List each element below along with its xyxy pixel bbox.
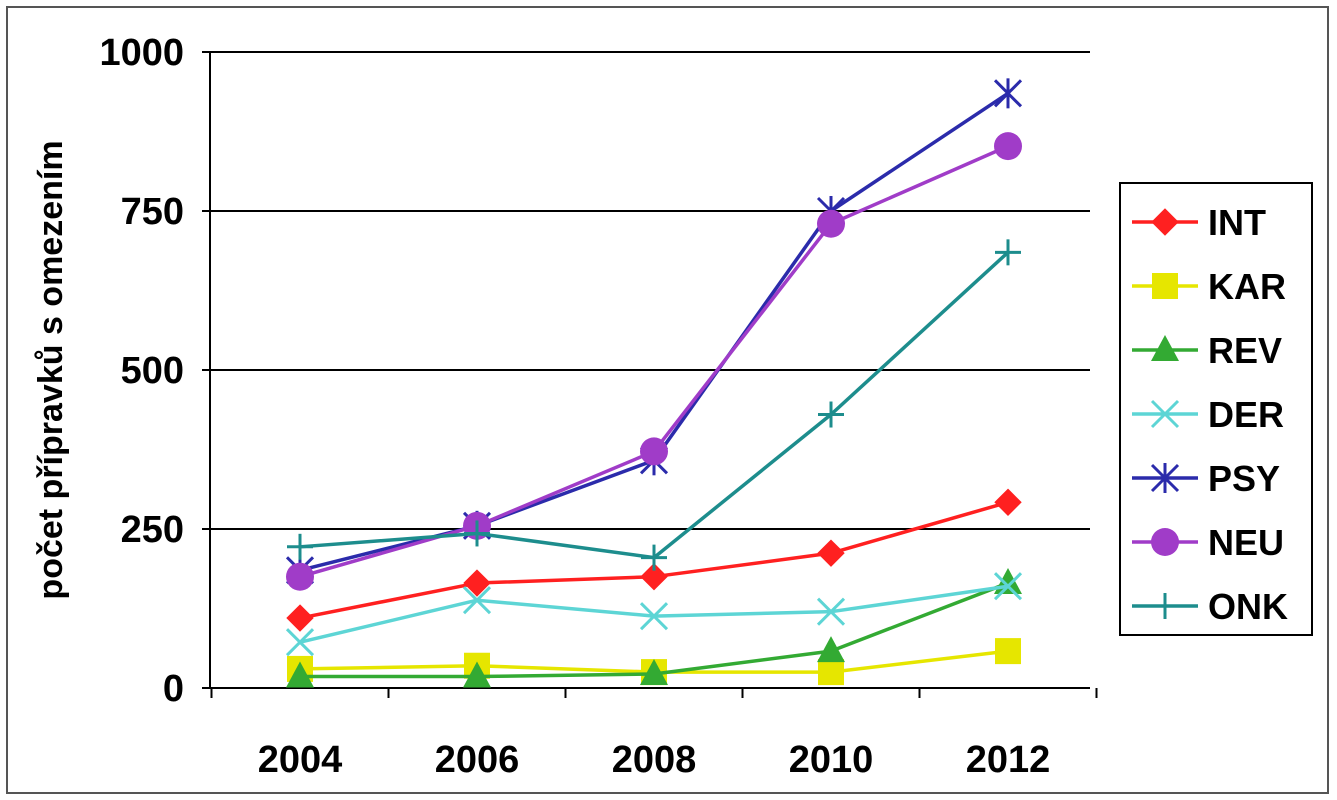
data-point-rev <box>994 568 1022 595</box>
data-point-kar <box>818 659 844 686</box>
legend-item-onk: ONK <box>1132 586 1288 627</box>
y-tick-labels: 0 250 500 750 1000 <box>99 32 184 710</box>
legend-item-int: INT <box>1132 202 1266 243</box>
data-point-onk <box>287 533 313 560</box>
series-der <box>285 572 1023 657</box>
data-point-onk <box>641 544 667 571</box>
data-point-int <box>994 488 1022 516</box>
series-line-psy <box>299 91 1009 573</box>
legend: INT KAR REV DER PSY NEU ONK <box>1119 182 1313 636</box>
legend-marker-rev <box>1151 335 1179 361</box>
x-tick-labels: 2004 2006 2008 2010 2012 <box>258 739 1051 781</box>
y-tick-label: 1000 <box>99 32 184 74</box>
legend-item-psy: PSY <box>1132 458 1280 499</box>
data-point-rev <box>817 636 845 663</box>
legend-item-rev: REV <box>1132 330 1282 371</box>
data-point-neu <box>994 132 1022 161</box>
data-point-int <box>286 604 314 632</box>
y-tick-label: 250 <box>121 509 184 551</box>
legend-label-rev: REV <box>1208 330 1282 371</box>
data-point-neu <box>640 437 668 466</box>
series-neu <box>286 132 1022 591</box>
data-point-neu <box>817 209 845 238</box>
series-lines <box>285 78 1023 688</box>
x-tick-label: 2008 <box>612 739 697 781</box>
legend-marker-int <box>1151 208 1179 236</box>
data-point-rev <box>286 661 314 688</box>
gridlines <box>202 51 1090 689</box>
x-tick-label: 2012 <box>966 739 1051 781</box>
legend-label-neu: NEU <box>1208 522 1284 563</box>
data-point-kar <box>995 638 1021 665</box>
data-point-int <box>817 539 845 567</box>
chart-frame <box>6 6 1329 794</box>
series-line-onk <box>299 251 1010 560</box>
legend-box <box>1119 182 1313 636</box>
y-tick-label: 500 <box>121 350 184 392</box>
legend-item-neu: NEU <box>1132 522 1284 563</box>
data-point-der <box>285 628 315 657</box>
data-point-int <box>463 569 491 597</box>
legend-item-kar: KAR <box>1132 266 1286 307</box>
data-point-onk <box>818 401 844 428</box>
legend-label-int: INT <box>1208 202 1266 243</box>
legend-marker-neu <box>1151 528 1179 556</box>
data-point-rev <box>463 661 491 688</box>
x-tick-label: 2006 <box>435 739 520 781</box>
y-tick-label: 750 <box>121 191 184 233</box>
legend-marker-onk <box>1152 593 1178 619</box>
legend-label-der: DER <box>1208 394 1284 435</box>
y-tick-label: 0 <box>163 668 184 710</box>
data-point-psy <box>993 78 1023 109</box>
legend-marker-psy <box>1150 463 1180 493</box>
x-tick-label: 2004 <box>258 739 343 781</box>
series-int <box>286 488 1022 632</box>
legend-label-kar: KAR <box>1208 266 1286 307</box>
legend-label-psy: PSY <box>1208 458 1280 499</box>
legend-item-der: DER <box>1132 394 1284 435</box>
series-onk <box>287 239 1021 571</box>
data-point-int <box>640 562 668 591</box>
data-point-der <box>993 572 1023 601</box>
legend-marker-kar <box>1152 273 1178 299</box>
data-point-onk <box>464 520 490 547</box>
x-tick-label: 2010 <box>789 739 874 781</box>
data-point-der <box>462 586 492 615</box>
y-axis-label: počet přípravků s omezením <box>32 140 70 599</box>
data-point-der <box>639 602 669 631</box>
data-point-neu <box>286 562 314 591</box>
data-point-onk <box>995 239 1021 266</box>
series-psy <box>285 78 1023 586</box>
legend-label-onk: ONK <box>1208 586 1288 627</box>
legend-marker-der <box>1150 399 1180 429</box>
axes <box>209 52 1098 698</box>
data-point-der <box>816 597 846 626</box>
data-point-rev <box>640 659 668 686</box>
